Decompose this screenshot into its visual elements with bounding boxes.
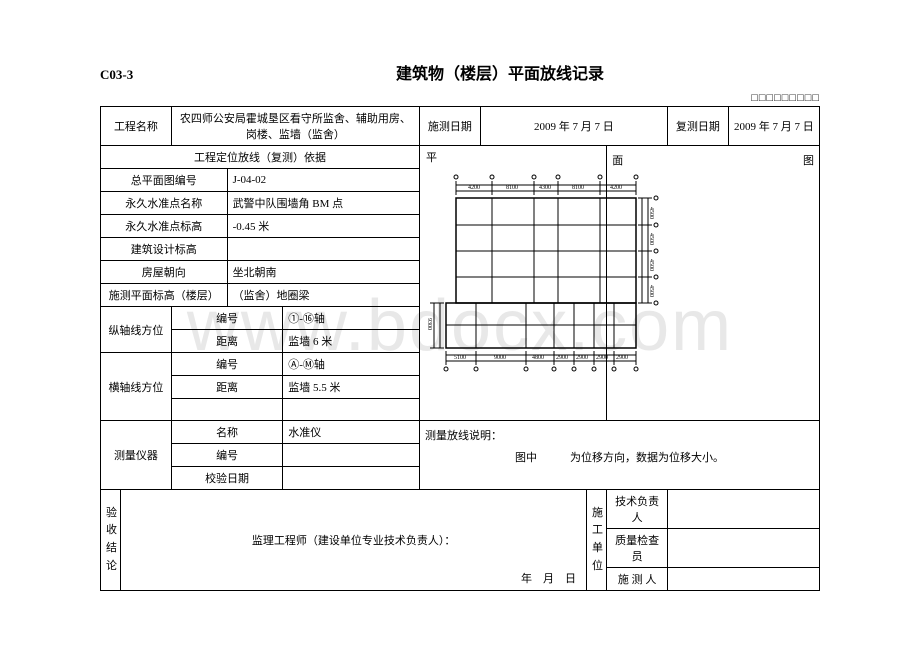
dim-r-0: 4500 xyxy=(648,207,654,219)
dim-b-5: 2900 xyxy=(596,355,608,361)
sig2-value xyxy=(668,529,820,568)
row-0-label: 总平面图编号 xyxy=(101,169,228,192)
page-title: 建筑物（楼层）平面放线记录 xyxy=(280,60,720,84)
dim-top-1: 8100 xyxy=(506,185,518,191)
row-4-label: 房屋朝向 xyxy=(101,261,228,284)
inst-r1l: 名称 xyxy=(171,421,282,444)
axis-v-r2l: 距离 xyxy=(171,330,282,353)
sig1-value xyxy=(668,490,820,529)
inst-r3v xyxy=(283,467,420,490)
dim-b-3: 2900 xyxy=(556,355,568,361)
plan-r: 图 xyxy=(803,152,814,168)
axis-h-r2l: 距离 xyxy=(171,376,282,399)
sig3-value xyxy=(668,568,820,591)
resurvey-date-label: 复测日期 xyxy=(668,107,729,146)
supervisor-text: 监理工程师（建设单位专业技术负责人）： xyxy=(126,532,581,548)
dim-b-6: 2900 xyxy=(616,355,628,361)
row-2-value: -0.45 米 xyxy=(227,215,419,238)
survey-date-label: 施测日期 xyxy=(419,107,480,146)
unit-label: 施工单位 xyxy=(587,490,607,591)
instrument-label: 测量仪器 xyxy=(101,421,172,490)
survey-date: 2009 年 7 月 7 日 xyxy=(480,107,667,146)
dim-r-1: 4500 xyxy=(648,233,654,245)
main-table: 工程名称 农四师公安局霍城垦区看守所监舍、辅助用房、岗楼、监墙（监舍） 施测日期… xyxy=(100,106,820,591)
row-3-label: 建筑设计标高 xyxy=(101,238,228,261)
row-4-value: 坐北朝南 xyxy=(227,261,419,284)
row-1-value: 武警中队围墙角 BM 点 xyxy=(227,192,419,215)
inst-r2l: 编号 xyxy=(171,444,282,467)
dim-r-2: 4500 xyxy=(648,259,654,271)
dim-top-0: 4200 xyxy=(468,185,480,191)
dim-b-0: 5100 xyxy=(454,355,466,361)
project-name-label: 工程名称 xyxy=(101,107,172,146)
dim-b-4: 2900 xyxy=(576,355,588,361)
sig2-label: 质量检查员 xyxy=(607,529,668,568)
inst-r3l: 校验日期 xyxy=(171,467,282,490)
axis-v-r1l: 编号 xyxy=(171,307,282,330)
dim-top-3: 8100 xyxy=(572,185,584,191)
checkbox-row: □□□□□□□□□ xyxy=(100,92,820,104)
resurvey-date: 2009 年 7 月 7 日 xyxy=(728,107,819,146)
dim-r-3: 4500 xyxy=(648,285,654,297)
axis-h-r1v: Ⓐ-Ⓜ轴 xyxy=(283,353,420,376)
dim-top-4: 4200 xyxy=(610,185,622,191)
axis-v-r2v: 监墙 6 米 xyxy=(283,330,420,353)
note-label: 测量放线说明： xyxy=(425,427,814,443)
row-1-label: 永久水准点名称 xyxy=(101,192,228,215)
sig1-label: 技术负责人 xyxy=(607,490,668,529)
inst-r1v: 水准仪 xyxy=(283,421,420,444)
axis-v-label: 纵轴线方位 xyxy=(101,307,172,353)
row-5-value: （监舍）地圈梁 xyxy=(227,284,419,307)
basis-header: 工程定位放线（复测）依据 xyxy=(101,146,420,169)
dim-b-2: 4800 xyxy=(532,355,544,361)
row-2-label: 永久水准点标高 xyxy=(101,215,228,238)
floor-plan-diagram: 4200 8100 4300 8100 4200 4500 4500 4500 … xyxy=(426,173,666,373)
plan-m: 面 xyxy=(612,152,623,168)
form-code: C03-3 xyxy=(100,67,280,83)
axis-h-label: 横轴线方位 xyxy=(101,353,172,421)
plan-view-cell: 平 面 xyxy=(419,146,606,421)
plan-header-l: 平 xyxy=(426,149,437,165)
project-name: 农四师公安局霍城垦区看守所监舍、辅助用房、岗楼、监墙（监舍） xyxy=(171,107,419,146)
dim-top-2: 4300 xyxy=(539,185,551,191)
row-3-value xyxy=(227,238,419,261)
footer-date: 年 月 日 xyxy=(521,570,576,586)
note-cell: 测量放线说明： 图中 为位移方向，数据为位移大小。 xyxy=(419,421,819,490)
supervisor-cell: 监理工程师（建设单位专业技术负责人）： 年 月 日 xyxy=(121,490,587,591)
row-5-label: 施测平面标高（楼层） xyxy=(101,284,228,307)
row-0-value: J-04-02 xyxy=(227,169,419,192)
note-text: 图中 为位移方向，数据为位移大小。 xyxy=(425,449,814,465)
dim-b-1: 9000 xyxy=(494,355,506,361)
inst-r2v xyxy=(283,444,420,467)
axis-h-r1l: 编号 xyxy=(171,353,282,376)
conclusion-label: 验收结论 xyxy=(101,490,121,591)
axis-v-r1v: ①-⑯轴 xyxy=(283,307,420,330)
dim-l-0: 9300 xyxy=(426,318,432,330)
sig3-label: 施 测 人 xyxy=(607,568,668,591)
axis-h-r2v: 监墙 5.5 米 xyxy=(283,376,420,399)
header-row: C03-3 建筑物（楼层）平面放线记录 xyxy=(100,60,820,84)
